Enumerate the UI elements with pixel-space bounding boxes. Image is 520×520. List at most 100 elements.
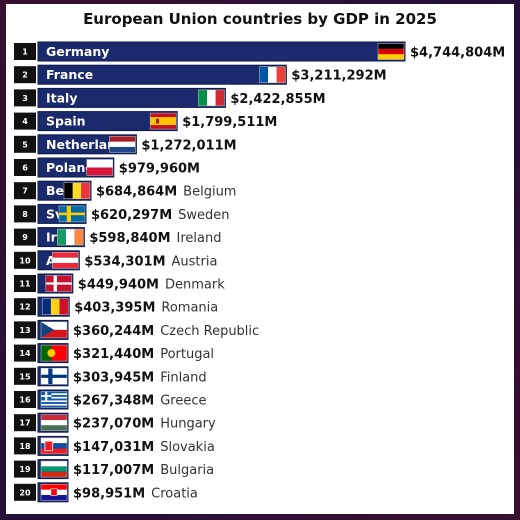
rank-badge — [14, 367, 36, 385]
rank-label: 19 — [19, 465, 31, 474]
value-label: $267,348M — [73, 394, 154, 409]
rank-badge — [14, 182, 36, 200]
country-label: Romania — [161, 301, 218, 316]
bar-label: A — [46, 253, 56, 268]
chart-card: European Union countries by GDP in 2025 … — [6, 4, 514, 514]
value-label: $98,951M — [73, 486, 145, 501]
bar-row: 17 $237,070M Hungary — [14, 412, 216, 433]
rank-label: 17 — [19, 419, 30, 428]
rank-label: 15 — [19, 372, 31, 381]
value-label: $321,440M — [73, 347, 154, 362]
country-label: Greece — [160, 394, 206, 409]
bar-row: 15 $303,945M Finland — [14, 366, 207, 387]
value-label: $684,864M — [96, 185, 177, 200]
rank-label: 12 — [19, 303, 30, 312]
rank-label: 6 — [22, 164, 28, 173]
bar-label: Spain — [46, 114, 86, 129]
bar-row: 3 Italy $2,422,855M — [14, 87, 326, 108]
bar-label: Bel — [46, 183, 68, 198]
rank-badge — [14, 437, 36, 455]
bar-row: 14 $321,440M Portugal — [14, 343, 214, 364]
denmark-flag-icon — [45, 275, 73, 292]
rank-label: 20 — [19, 488, 31, 497]
bar-row: 7 Bel $684,864M Belgium — [14, 180, 236, 201]
value-label: $1,272,011M — [141, 138, 236, 153]
country-label: Bulgaria — [160, 463, 214, 478]
finland-flag-icon — [40, 368, 68, 385]
rank-label: 2 — [22, 71, 28, 80]
bar-row: 10 A $534,301M Austria — [14, 250, 217, 271]
portugal-flag-icon — [40, 344, 68, 362]
rank-label: 8 — [22, 210, 28, 219]
italy-flag-icon — [198, 89, 225, 107]
rank-badge — [14, 391, 36, 408]
bar-row: 1 Germany $4,744,804M — [14, 41, 505, 62]
france-flag-icon — [259, 66, 286, 83]
country-label: Slovakia — [160, 440, 215, 455]
austria-flag-icon — [52, 252, 79, 269]
rank-badge — [14, 66, 36, 84]
bar-label: Ir — [46, 230, 58, 245]
rank-badge — [14, 205, 36, 223]
country-label: Sweden — [178, 208, 229, 223]
sweden-flag-icon — [58, 205, 86, 223]
rank-badge — [14, 275, 36, 292]
romania-flag-icon — [41, 298, 69, 315]
rank-label: 4 — [22, 117, 28, 126]
rank-badge — [14, 483, 36, 501]
netherlands-flag-icon — [109, 136, 136, 153]
bar-row: 20 $98,951M Croatia — [14, 482, 198, 503]
bar-row: 8 Sv $620,297M Sweden — [14, 203, 230, 224]
rank-badge — [14, 321, 36, 339]
country-label: Czech Republic — [160, 324, 259, 339]
poland-flag-icon — [86, 159, 114, 176]
bar-label: Netherlar — [46, 137, 114, 152]
country-label: Croatia — [151, 486, 198, 501]
bar-label: Polanc — [46, 160, 93, 175]
bar-row: 18 $147,031M Slovakia — [14, 435, 215, 456]
rank-label: 10 — [19, 256, 31, 265]
country-label: Portugal — [160, 347, 214, 362]
value-label: $534,301M — [84, 254, 165, 269]
rank-label: 7 — [22, 187, 28, 196]
bar — [37, 64, 287, 85]
spain-flag-icon — [149, 112, 177, 130]
czech-republic-flag-icon — [40, 321, 68, 339]
rank-label: 16 — [19, 396, 31, 405]
rank-badge — [14, 228, 36, 246]
value-label: $237,070M — [73, 417, 154, 432]
rank-badge — [14, 460, 36, 478]
value-label: $4,744,804M — [410, 46, 505, 61]
rank-badge — [14, 414, 36, 432]
hungary-flag-icon — [40, 414, 68, 431]
rank-badge — [14, 43, 36, 60]
value-label: $3,211,292M — [291, 69, 386, 84]
rank-badge — [14, 89, 36, 107]
bar-row: 19 $117,007M Bulgaria — [14, 459, 214, 480]
rank-badge — [14, 251, 36, 269]
rank-label: 1 — [22, 48, 28, 57]
rank-badge — [14, 298, 36, 316]
bar — [37, 87, 226, 108]
country-label: Hungary — [160, 417, 216, 432]
slovakia-flag-icon — [40, 437, 68, 455]
rank-badge — [14, 135, 36, 153]
rank-badge — [14, 344, 36, 362]
belgium-flag-icon — [63, 182, 91, 199]
value-label: $117,007M — [73, 463, 154, 478]
bar-label: Germany — [46, 44, 109, 59]
rank-label: 13 — [19, 326, 30, 335]
value-label: $303,945M — [73, 370, 154, 385]
rank-badge — [14, 159, 36, 176]
country-label: Denmark — [165, 278, 225, 293]
rank-label: 14 — [19, 349, 31, 358]
value-label: $403,395M — [74, 301, 155, 316]
bar-row: 4 Spain $1,799,511M — [14, 111, 277, 132]
bar-label: France — [46, 67, 93, 82]
bar-chart: 1 Germany $4,744,804M 2 France $3,211,292M 3 It… — [14, 41, 505, 503]
value-label: $2,422,855M — [230, 92, 325, 107]
bar-label: Italy — [46, 90, 78, 105]
bar-row: 2 France $3,211,292M — [14, 64, 387, 85]
bar-row: 13 $360,244M Czech Republic — [14, 319, 259, 340]
bar-row: 5 Netherlar $1,272,011M — [14, 134, 237, 155]
